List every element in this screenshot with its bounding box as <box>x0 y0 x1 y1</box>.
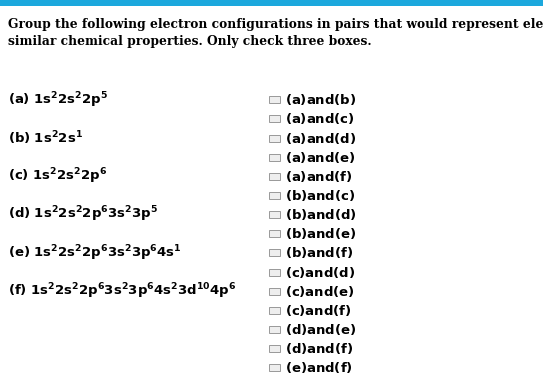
Text: Group the following electron configurations in pairs that would represent elemen: Group the following electron configurati… <box>8 18 543 30</box>
Text: $\bf{(b) and (d)}$: $\bf{(b) and (d)}$ <box>285 207 357 222</box>
FancyBboxPatch shape <box>269 364 280 371</box>
FancyBboxPatch shape <box>269 96 280 103</box>
Text: $\bf{(c) and (f)}$: $\bf{(c) and (f)}$ <box>285 303 352 318</box>
Text: $\bf{(e) and (f)}$: $\bf{(e) and (f)}$ <box>285 361 353 375</box>
Text: $\bf{(a) and (f)}$: $\bf{(a) and (f)}$ <box>285 169 353 184</box>
Text: $\mathbf{(d)\ 1s^22s^22p^63s^23p^5}$: $\mathbf{(d)\ 1s^22s^22p^63s^23p^5}$ <box>8 205 159 224</box>
Text: $\bf{(c) and (e)}$: $\bf{(c) and (e)}$ <box>285 284 355 299</box>
FancyBboxPatch shape <box>269 269 280 276</box>
Text: $\bf{(a) and (b)}$: $\bf{(a) and (b)}$ <box>285 92 357 107</box>
Text: $\bf{(b) and (f)}$: $\bf{(b) and (f)}$ <box>285 246 353 260</box>
Text: $\bf{(a) and (d)}$: $\bf{(a) and (d)}$ <box>285 131 357 145</box>
FancyBboxPatch shape <box>269 345 280 352</box>
Text: $\mathbf{(a)\ 1s^22s^22p^5}$: $\mathbf{(a)\ 1s^22s^22p^5}$ <box>8 90 108 109</box>
FancyBboxPatch shape <box>269 249 280 256</box>
FancyBboxPatch shape <box>269 115 280 122</box>
Text: $\bf{(a) and (c)}$: $\bf{(a) and (c)}$ <box>285 111 355 126</box>
Text: $\bf{(a) and (e)}$: $\bf{(a) and (e)}$ <box>285 150 356 165</box>
FancyBboxPatch shape <box>269 288 280 295</box>
Text: $\bf{(d) and (f)}$: $\bf{(d) and (f)}$ <box>285 341 353 356</box>
FancyBboxPatch shape <box>269 230 280 237</box>
Text: $\bf{(d) and (e)}$: $\bf{(d) and (e)}$ <box>285 322 357 337</box>
Text: similar chemical properties. Only check three boxes.: similar chemical properties. Only check … <box>8 35 372 48</box>
FancyBboxPatch shape <box>269 307 280 314</box>
FancyBboxPatch shape <box>269 211 280 218</box>
Bar <box>0 0 543 6</box>
FancyBboxPatch shape <box>269 326 280 333</box>
Text: $\bf{(c) and (d)}$: $\bf{(c) and (d)}$ <box>285 265 356 280</box>
Text: $\bf{(b) and (e)}$: $\bf{(b) and (e)}$ <box>285 226 357 241</box>
FancyBboxPatch shape <box>269 192 280 199</box>
FancyBboxPatch shape <box>269 173 280 180</box>
Text: $\mathbf{(b)\ 1s^22s^1}$: $\mathbf{(b)\ 1s^22s^1}$ <box>8 129 83 147</box>
Text: $\mathbf{(c)\ 1s^22s^22p^6}$: $\mathbf{(c)\ 1s^22s^22p^6}$ <box>8 167 108 186</box>
Text: $\mathbf{(e)\ 1s^22s^22p^63s^23p^64s^1}$: $\mathbf{(e)\ 1s^22s^22p^63s^23p^64s^1}$ <box>8 243 182 263</box>
FancyBboxPatch shape <box>269 154 280 161</box>
Text: $\mathbf{(f)\ 1s^22s^22p^63s^23p^64s^23d^{10}4p^6}$: $\mathbf{(f)\ 1s^22s^22p^63s^23p^64s^23d… <box>8 282 237 301</box>
Text: $\bf{(b) and (c)}$: $\bf{(b) and (c)}$ <box>285 188 356 203</box>
FancyBboxPatch shape <box>269 135 280 142</box>
